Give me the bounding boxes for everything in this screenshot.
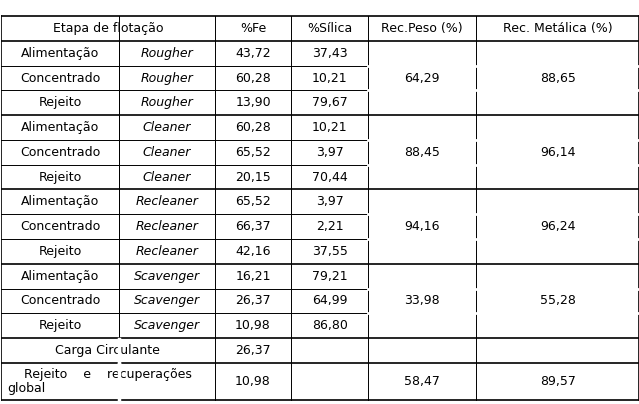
Text: 10,21: 10,21: [312, 72, 348, 84]
Text: 13,90: 13,90: [235, 96, 271, 109]
Text: Rejeito: Rejeito: [38, 245, 82, 258]
Text: Etapa de flotação: Etapa de flotação: [52, 22, 163, 35]
Text: 16,21: 16,21: [235, 269, 271, 283]
Text: Rec. Metálica (%): Rec. Metálica (%): [503, 22, 612, 35]
Text: Concentrado: Concentrado: [20, 146, 100, 159]
Text: Concentrado: Concentrado: [20, 72, 100, 84]
Text: Alimentação: Alimentação: [21, 196, 99, 208]
Text: 65,52: 65,52: [235, 146, 271, 159]
Text: 33,98: 33,98: [404, 295, 440, 307]
Text: Scavenger: Scavenger: [134, 295, 200, 307]
Text: Rougher: Rougher: [141, 72, 193, 84]
Text: 58,47: 58,47: [404, 375, 440, 388]
Text: Concentrado: Concentrado: [20, 220, 100, 233]
Text: 10,21: 10,21: [312, 121, 348, 134]
Text: Concentrado: Concentrado: [20, 295, 100, 307]
Text: %Sílica: %Sílica: [307, 22, 352, 35]
Text: Rejeito: Rejeito: [38, 319, 82, 332]
Text: Scavenger: Scavenger: [134, 269, 200, 283]
Text: 88,45: 88,45: [404, 146, 440, 159]
Text: 55,28: 55,28: [540, 295, 576, 307]
Text: 94,16: 94,16: [404, 220, 440, 233]
Text: Rec.Peso (%): Rec.Peso (%): [381, 22, 463, 35]
Text: 42,16: 42,16: [235, 245, 271, 258]
Text: 65,52: 65,52: [235, 196, 271, 208]
Text: 2,21: 2,21: [316, 220, 343, 233]
Text: Rejeito: Rejeito: [38, 96, 82, 109]
Text: Cleaner: Cleaner: [142, 121, 191, 134]
Text: 43,72: 43,72: [235, 47, 271, 60]
Text: 3,97: 3,97: [316, 196, 343, 208]
Text: Recleaner: Recleaner: [135, 196, 198, 208]
Text: Scavenger: Scavenger: [134, 319, 200, 332]
Text: Recleaner: Recleaner: [135, 245, 198, 258]
Text: Recleaner: Recleaner: [135, 220, 198, 233]
Text: Rougher: Rougher: [141, 47, 193, 60]
Text: Rejeito    e    recuperações: Rejeito e recuperações: [24, 368, 192, 381]
Text: 60,28: 60,28: [235, 72, 271, 84]
Text: Rougher: Rougher: [141, 96, 193, 109]
Text: 66,37: 66,37: [235, 220, 271, 233]
Text: Cleaner: Cleaner: [142, 170, 191, 183]
Text: 86,80: 86,80: [312, 319, 348, 332]
Text: 26,37: 26,37: [235, 295, 271, 307]
Text: 26,37: 26,37: [235, 344, 271, 357]
Text: 89,57: 89,57: [540, 375, 576, 388]
Text: 70,44: 70,44: [312, 170, 348, 183]
Text: Carga Circulante: Carga Circulante: [56, 344, 160, 357]
Text: Alimentação: Alimentação: [21, 269, 99, 283]
Text: 79,21: 79,21: [312, 269, 348, 283]
Text: 3,97: 3,97: [316, 146, 343, 159]
Text: 96,14: 96,14: [540, 146, 575, 159]
Text: Rejeito: Rejeito: [38, 170, 82, 183]
Text: 64,29: 64,29: [404, 72, 440, 84]
Text: Alimentação: Alimentação: [21, 121, 99, 134]
Text: 96,24: 96,24: [540, 220, 575, 233]
Text: 20,15: 20,15: [235, 170, 271, 183]
Text: 88,65: 88,65: [540, 72, 576, 84]
Text: global: global: [8, 381, 45, 395]
Text: 10,98: 10,98: [235, 375, 271, 388]
Text: %Fe: %Fe: [240, 22, 266, 35]
Text: 64,99: 64,99: [312, 295, 348, 307]
Text: Cleaner: Cleaner: [142, 146, 191, 159]
Text: Alimentação: Alimentação: [21, 47, 99, 60]
Text: 60,28: 60,28: [235, 121, 271, 134]
Text: 37,55: 37,55: [312, 245, 348, 258]
Text: 37,43: 37,43: [312, 47, 348, 60]
Text: 79,67: 79,67: [312, 96, 348, 109]
Text: 10,98: 10,98: [235, 319, 271, 332]
